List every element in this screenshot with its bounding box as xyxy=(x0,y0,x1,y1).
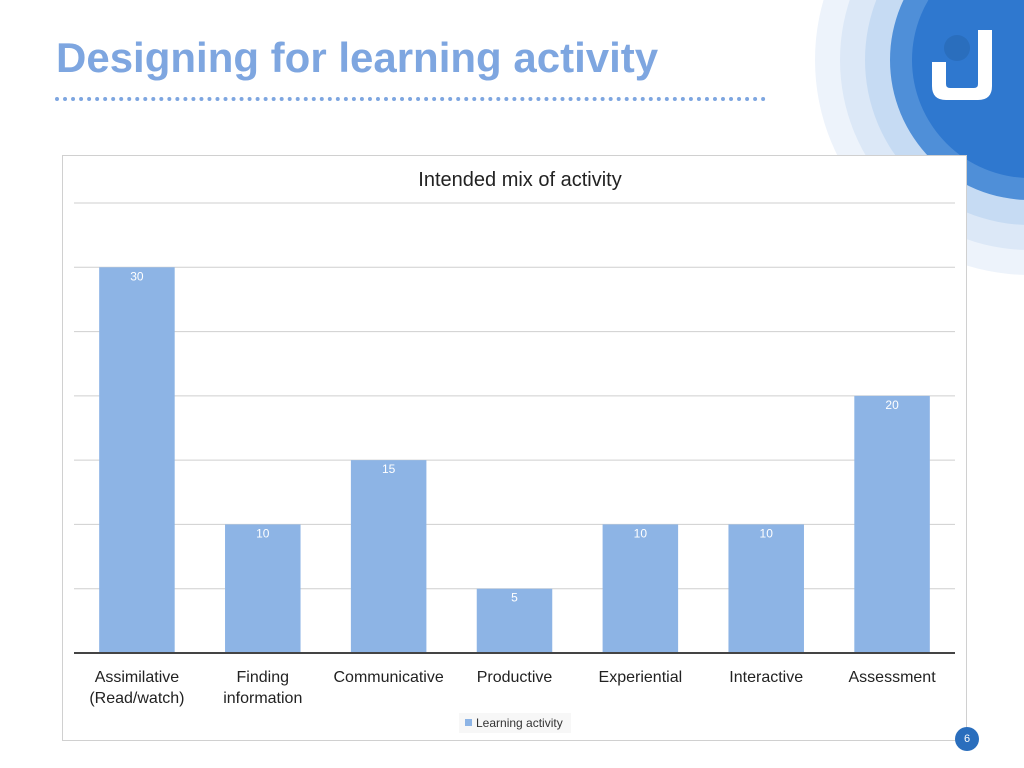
page-title: Designing for learning activity xyxy=(56,34,659,81)
data-label: 15 xyxy=(382,462,396,476)
chart-title: Intended mix of activity xyxy=(418,169,621,191)
data-label: 5 xyxy=(511,591,518,605)
chart-frame: 30 10 15 5 10 10 20 Assimilative (Read/watch) Fi… xyxy=(62,155,967,741)
data-label: 10 xyxy=(634,526,648,540)
category-label: Productive xyxy=(477,669,553,686)
data-label: 10 xyxy=(760,526,774,540)
category-label: Interactive xyxy=(729,669,803,686)
category-label: Assimilative xyxy=(95,669,180,686)
category-label: Assessment xyxy=(849,669,937,686)
bar xyxy=(99,267,175,653)
gridlines xyxy=(74,202,955,654)
legend: Learning activity xyxy=(459,713,571,733)
legend-swatch xyxy=(465,719,472,726)
bar xyxy=(476,588,553,653)
bar xyxy=(225,524,301,653)
data-label: 10 xyxy=(256,526,270,540)
data-label: 20 xyxy=(885,398,899,412)
legend-label: Learning activity xyxy=(476,716,563,730)
bar xyxy=(602,524,679,653)
category-label: Finding xyxy=(237,669,289,686)
bar-chart: 30 10 15 5 10 10 20 Assimilative (Read/watch) Fi… xyxy=(74,169,955,733)
data-label: 30 xyxy=(130,269,144,283)
bar xyxy=(350,460,427,653)
category-label: Experiential xyxy=(599,669,683,686)
title-dotted-rule xyxy=(55,97,766,101)
category-label: information xyxy=(223,690,302,707)
bars xyxy=(99,267,930,653)
page-number-badge: 6 xyxy=(955,727,979,751)
bar xyxy=(728,524,804,653)
category-labels: Assimilative (Read/watch) Finding informati… xyxy=(89,669,936,707)
bar xyxy=(854,395,930,653)
category-label: (Read/watch) xyxy=(89,690,184,707)
data-labels: 30 10 15 5 10 10 20 xyxy=(130,269,899,604)
category-label: Communicative xyxy=(334,669,444,686)
